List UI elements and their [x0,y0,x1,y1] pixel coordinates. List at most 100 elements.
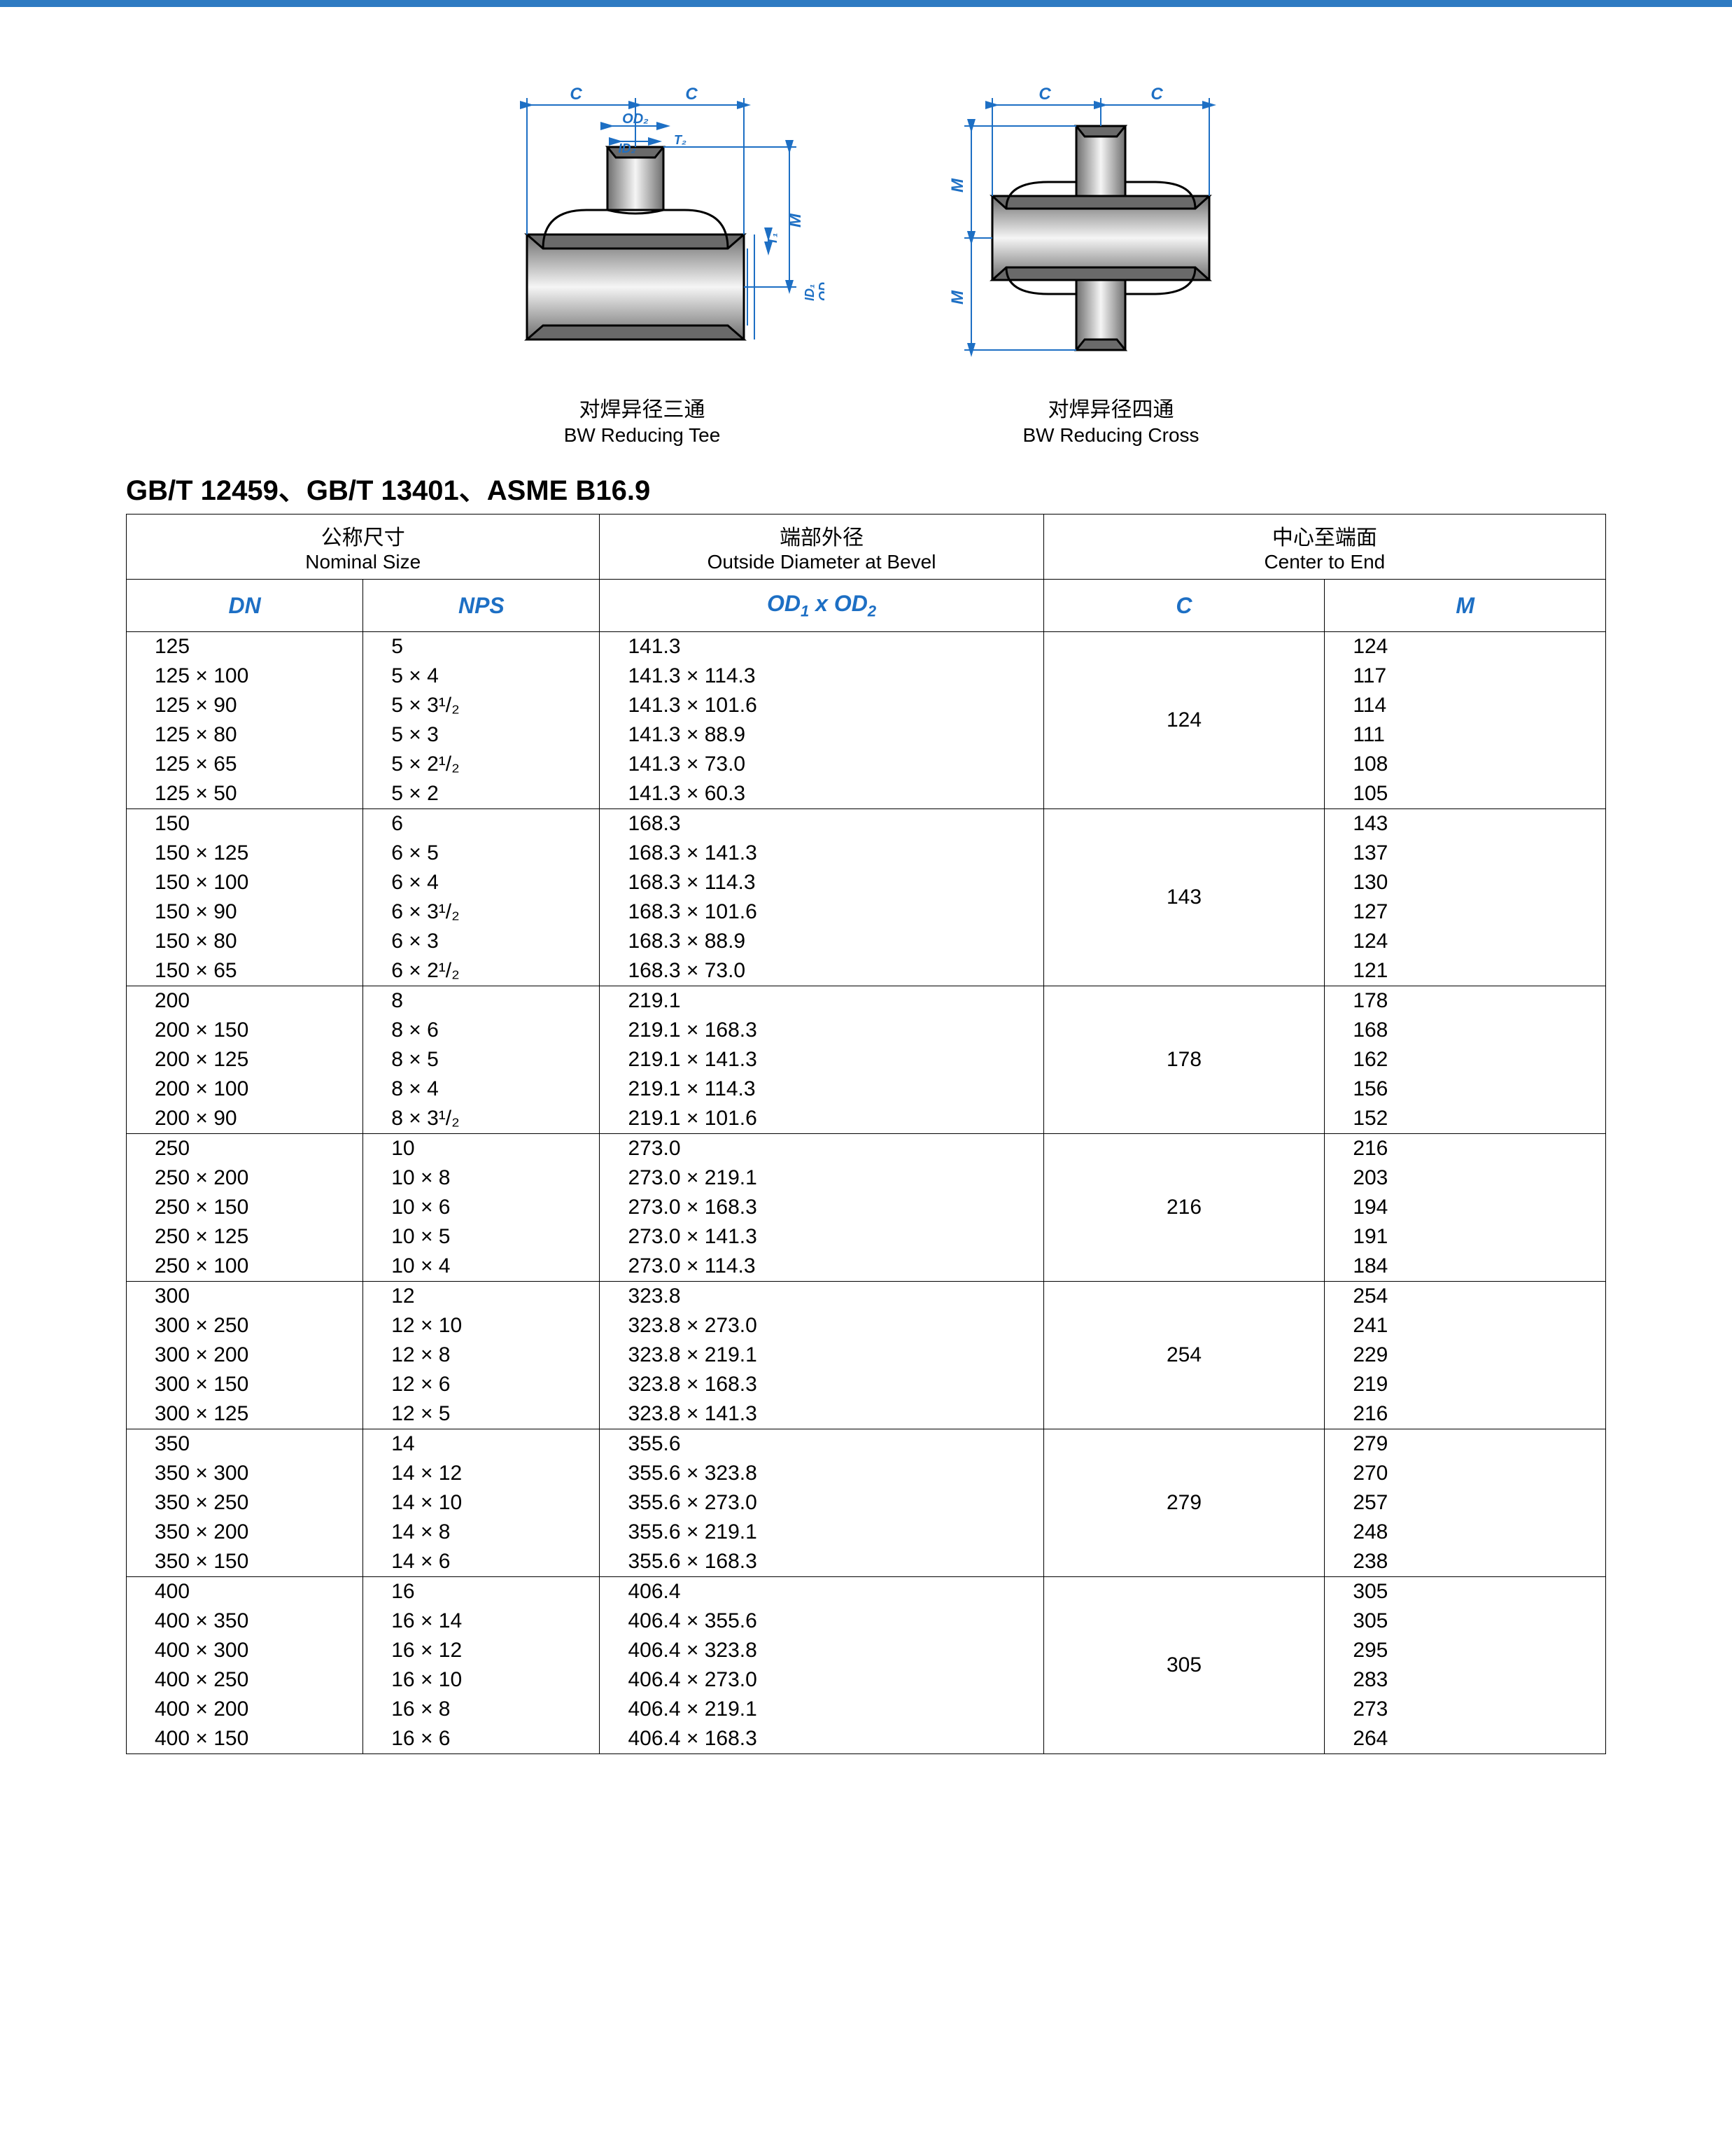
cell-m: 248 [1325,1518,1606,1547]
cell-nps: 5 × 2 [363,779,600,809]
diagram-tee: C C OD₂ ID₂ T₂ M T₁ ID₁ OD₁ 对焊异径三通 BW Re… [460,77,824,447]
dim-m: M [950,178,967,192]
cell-nps: 5 [363,632,600,662]
table-row: 150 × 1006 × 4168.3 × 114.3130 [127,868,1606,897]
cell-m: 305 [1325,1577,1606,1607]
table-row: 350 × 20014 × 8355.6 × 219.1 248 [127,1518,1606,1547]
cell-m: 127 [1325,897,1606,927]
cell-m: 156 [1325,1074,1606,1104]
cell-dn: 125 [127,632,363,662]
cell-dn: 300 [127,1282,363,1312]
cell-od: 273.0 × 141.3 [600,1222,1043,1252]
cell-nps: 5 × 3¹/₂ [363,691,600,720]
table-row: 200 × 1008 × 4219.1 × 114.3156 [127,1074,1606,1104]
cell-od: 406.4 × 219.1 [600,1695,1043,1724]
cell-dn: 200 [127,986,363,1016]
dim-t1: T₁ [766,233,780,245]
cell-nps: 16 × 12 [363,1636,600,1665]
header-row-group: 公称尺寸 Nominal Size 端部外径 Outside Diameter … [127,514,1606,580]
table-row: 200 × 1258 × 5219.1 × 141.3162 [127,1045,1606,1074]
cell-nps: 16 × 6 [363,1724,600,1754]
cell-nps: 8 × 5 [363,1045,600,1074]
cell-m: 219 [1325,1370,1606,1399]
cell-nps: 6 × 3¹/₂ [363,897,600,927]
cell-od: 273.0 × 114.3 [600,1252,1043,1282]
cell-dn: 250 [127,1134,363,1164]
cell-od: 168.3 × 88.9 [600,927,1043,956]
dim-od2: OD₂ [622,111,649,127]
cell-od: 355.6 × 273.0 [600,1488,1043,1518]
dim-m: M [950,290,967,304]
cell-nps: 12 [363,1282,600,1312]
cell-dn: 300 × 250 [127,1311,363,1340]
cell-nps: 14 × 6 [363,1547,600,1577]
cell-c: 254 [1043,1282,1325,1429]
cell-m: 229 [1325,1340,1606,1370]
table-row: 150 × 1256 × 5168.3 × 141.3137 [127,839,1606,868]
cell-od: 355.6 [600,1429,1043,1460]
cell-dn: 400 [127,1577,363,1607]
cell-m: 283 [1325,1665,1606,1695]
cell-dn: 150 × 80 [127,927,363,956]
diagrams-row: C C OD₂ ID₂ T₂ M T₁ ID₁ OD₁ 对焊异径三通 BW Re… [126,77,1606,447]
cell-dn: 400 × 300 [127,1636,363,1665]
cell-nps: 10 [363,1134,600,1164]
hdr-od: 端部外径 Outside Diameter at Bevel [600,514,1043,580]
cell-od: 141.3 × 101.6 [600,691,1043,720]
table-row: 40016406.4305305 [127,1577,1606,1607]
cell-od: 141.3 × 60.3 [600,779,1043,809]
cell-m: 130 [1325,868,1606,897]
cell-m: 216 [1325,1399,1606,1429]
cell-dn: 125 × 80 [127,720,363,750]
cell-dn: 150 × 65 [127,956,363,986]
cell-nps: 10 × 4 [363,1252,600,1282]
table-row: 150 × 656 × 2¹/₂168.3 × 73.0121 [127,956,1606,986]
cell-m: 124 [1325,632,1606,662]
table-row: 300 × 25012 × 10323.8 × 273.0241 [127,1311,1606,1340]
cell-od: 219.1 × 114.3 [600,1074,1043,1104]
cell-dn: 350 × 150 [127,1547,363,1577]
cell-m: 121 [1325,956,1606,986]
cell-dn: 400 × 250 [127,1665,363,1695]
cell-dn: 200 × 150 [127,1016,363,1045]
cell-od: 323.8 × 168.3 [600,1370,1043,1399]
cell-m: 295 [1325,1636,1606,1665]
cell-m: 241 [1325,1311,1606,1340]
table-row: 150 × 806 × 3168.3 × 88.9124 [127,927,1606,956]
cell-dn: 300 × 200 [127,1340,363,1370]
cell-dn: 250 × 200 [127,1163,363,1193]
tee-svg: C C OD₂ ID₂ T₂ M T₁ ID₁ OD₁ [460,77,824,385]
cell-nps: 5 × 3 [363,720,600,750]
cell-m: 178 [1325,986,1606,1016]
cell-dn: 125 × 50 [127,779,363,809]
cell-m: 137 [1325,839,1606,868]
standards-title: GB/T 12459、GB/T 13401、ASME B16.9 [126,468,1606,508]
cell-od: 406.4 × 168.3 [600,1724,1043,1754]
cell-dn: 200 × 90 [127,1104,363,1134]
cell-dn: 250 × 125 [127,1222,363,1252]
cell-nps: 8 × 4 [363,1074,600,1104]
cell-od: 219.1 × 101.6 [600,1104,1043,1134]
cell-c: 305 [1043,1577,1325,1754]
cell-od: 273.0 [600,1134,1043,1164]
table-row: 300 × 12512 × 5323.8 × 141.3216 [127,1399,1606,1429]
cell-od: 219.1 × 168.3 [600,1016,1043,1045]
cell-nps: 14 × 8 [363,1518,600,1547]
table-row: 400 × 30016 × 12406.4 × 323.8295 [127,1636,1606,1665]
cell-nps: 6 × 4 [363,868,600,897]
page-content: C C OD₂ ID₂ T₂ M T₁ ID₁ OD₁ 对焊异径三通 BW Re… [0,35,1732,1810]
cell-od: 141.3 × 73.0 [600,750,1043,779]
cell-od: 219.1 [600,986,1043,1016]
tee-caption-en: BW Reducing Tee [460,424,824,447]
cell-m: 168 [1325,1016,1606,1045]
cell-nps: 8 × 3¹/₂ [363,1104,600,1134]
cell-nps: 14 × 10 [363,1488,600,1518]
header-row-cols: DN NPS OD1 x OD2 C M [127,580,1606,632]
table-row: 200 × 908 × 3¹/₂219.1 × 101.6152 [127,1104,1606,1134]
dimensions-table: 公称尺寸 Nominal Size 端部外径 Outside Diameter … [126,514,1606,1754]
cell-od: 355.6 × 219.1 [600,1518,1043,1547]
cell-od: 406.4 × 273.0 [600,1665,1043,1695]
cell-m: 264 [1325,1724,1606,1754]
cell-dn: 350 × 200 [127,1518,363,1547]
cell-m: 279 [1325,1429,1606,1460]
